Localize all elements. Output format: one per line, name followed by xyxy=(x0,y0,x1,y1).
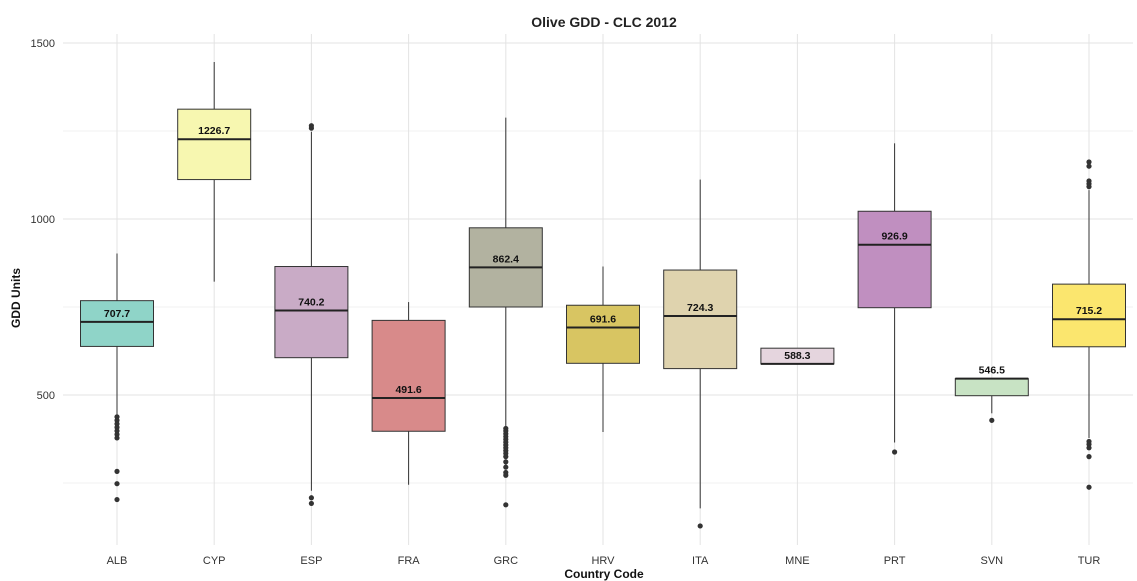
x-tick-label: HRV xyxy=(591,555,615,567)
median-label: 740.2 xyxy=(298,296,324,308)
x-tick-label: MNE xyxy=(785,555,809,567)
median-label: 724.3 xyxy=(687,302,713,314)
outlier-point xyxy=(308,500,314,507)
y-axis-title: GDD Units xyxy=(9,268,23,328)
x-tick-label: SVN xyxy=(980,555,1003,567)
outlier-point xyxy=(1086,159,1092,165)
outlier-point xyxy=(892,449,898,455)
x-tick-label: ITA xyxy=(692,555,709,567)
box-tur: 715.2 xyxy=(1052,159,1126,490)
y-axis-ticks: 500 1000 1500 xyxy=(31,38,55,402)
iqr-box xyxy=(177,108,252,181)
box-svn: 546.5 xyxy=(954,365,1029,423)
iqr-box xyxy=(566,304,640,364)
box-series: 707.7 1226.7 740.2 491.6 862.4 691.6 724.3 588.… xyxy=(80,62,1126,529)
outlier-point xyxy=(1086,163,1092,169)
box-ita: 724.3 xyxy=(663,179,738,529)
outlier-point xyxy=(503,459,509,465)
outlier-point xyxy=(1086,184,1092,190)
median-label: 715.2 xyxy=(1076,305,1102,317)
outlier-point xyxy=(503,454,509,460)
x-tick-label: FRA xyxy=(398,555,421,567)
iqr-box xyxy=(663,269,738,370)
outlier-point xyxy=(503,502,509,508)
median-label: 707.7 xyxy=(104,308,130,320)
box-alb: 707.7 xyxy=(80,253,154,503)
x-tick-label: PRT xyxy=(884,555,906,567)
outlier-point xyxy=(1086,445,1092,451)
x-tick-label: ESP xyxy=(300,555,322,567)
box-cyp: 1226.7 xyxy=(177,62,252,282)
box-fra: 491.6 xyxy=(371,302,446,485)
median-label: 862.4 xyxy=(493,253,519,265)
outlier-point xyxy=(114,481,120,487)
y-tick-label: 1000 xyxy=(31,214,55,226)
box-esp: 740.2 xyxy=(274,123,349,507)
chart-title: Olive GDD - CLC 2012 xyxy=(531,14,677,30)
outlier-point xyxy=(114,468,120,474)
box-hrv: 691.6 xyxy=(566,266,640,432)
median-label: 926.9 xyxy=(881,231,907,243)
y-tick-label: 1500 xyxy=(31,38,55,50)
box-prt: 926.9 xyxy=(857,143,932,455)
iqr-box xyxy=(954,378,1029,397)
median-label: 691.6 xyxy=(590,314,616,326)
outlier-point xyxy=(697,523,703,529)
outlier-point xyxy=(308,495,314,501)
outlier-point xyxy=(503,464,509,470)
x-tick-label: CYP xyxy=(203,555,226,567)
outlier-point xyxy=(989,417,995,423)
median-label: 546.5 xyxy=(979,365,1005,377)
outlier-point xyxy=(114,435,120,441)
x-axis-ticks: ALB CYP ESP FRA GRC HRV ITA MNE PRT SVN TUR xyxy=(107,555,1101,567)
y-tick-label: 500 xyxy=(37,390,55,402)
outlier-point xyxy=(1086,484,1092,490)
median-label: 491.6 xyxy=(395,384,421,396)
x-tick-label: GRC xyxy=(494,555,519,567)
x-axis-title: Country Code xyxy=(564,567,644,581)
iqr-box xyxy=(1052,283,1126,348)
median-label: 588.3 xyxy=(784,350,810,362)
iqr-box xyxy=(274,266,349,359)
outlier-point xyxy=(503,472,509,478)
iqr-box xyxy=(371,319,446,432)
outlier-point xyxy=(114,496,120,503)
median-label: 1226.7 xyxy=(198,125,230,137)
outlier-point xyxy=(1086,454,1092,460)
outlier-point xyxy=(308,125,314,131)
box-mne: 588.3 xyxy=(760,347,835,365)
x-tick-label: ALB xyxy=(107,555,128,567)
iqr-box xyxy=(857,210,932,309)
box-grc: 862.4 xyxy=(468,117,543,508)
iqr-box xyxy=(80,300,154,347)
x-tick-label: TUR xyxy=(1078,555,1101,567)
